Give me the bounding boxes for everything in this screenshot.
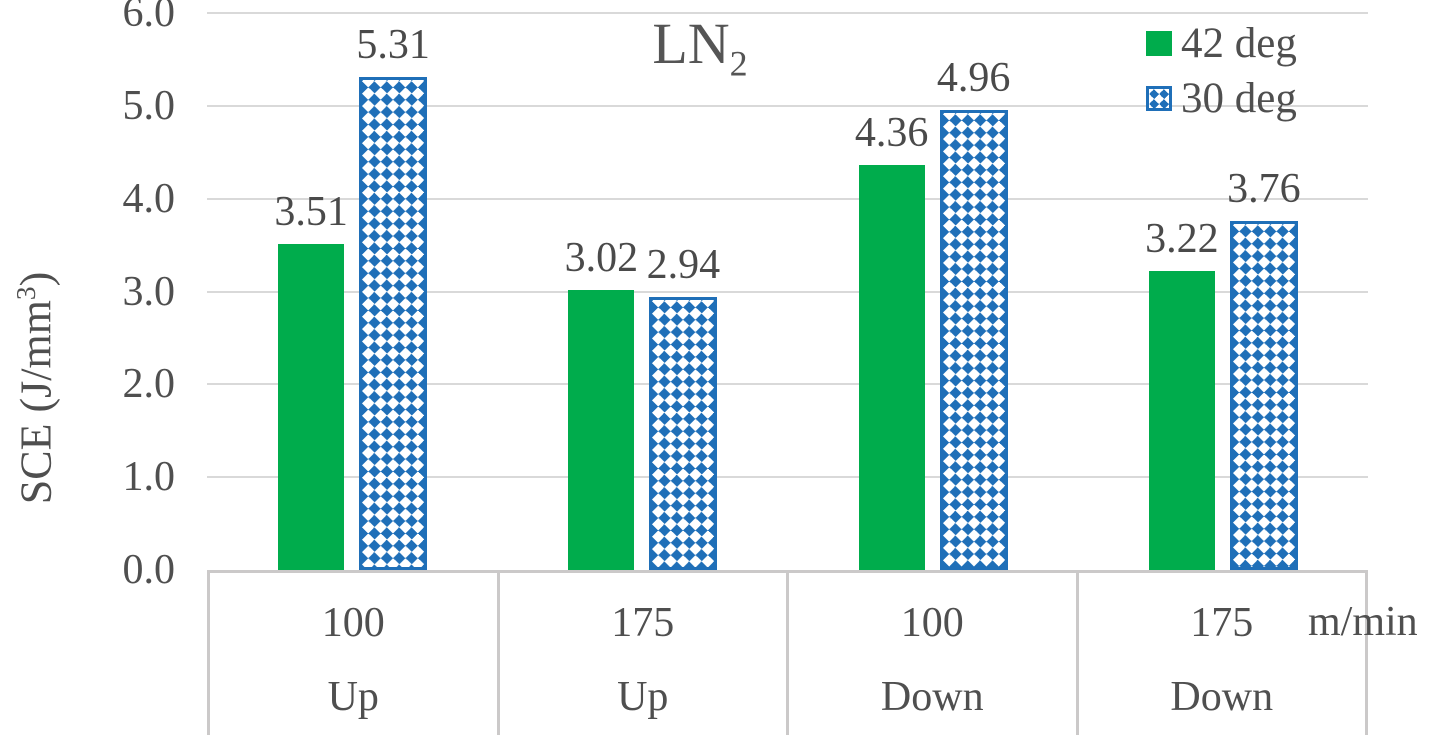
y-tick-label-6.0: 6.0 (122, 0, 176, 36)
legend-swatch-30deg-icon (1146, 86, 1172, 111)
category-axis: 100 Up 175 Up 100 Down 175 Down (207, 570, 1368, 735)
value-label-30deg-group4: 3.76 (1227, 165, 1301, 212)
value-label-30deg-group2: 2.94 (646, 242, 721, 289)
category-direction-label: Up (327, 674, 379, 720)
bar-30deg-group1 (359, 77, 428, 570)
legend-label-42deg: 42 deg (1181, 20, 1297, 67)
gridline-6.0 (207, 12, 1368, 14)
value-label-42deg-group2: 3.02 (564, 234, 639, 281)
bar-42deg-group2 (568, 289, 635, 570)
category-speed-label: 175 (611, 600, 675, 646)
bar-42deg-group3 (858, 165, 925, 570)
category-direction-label: Down (880, 674, 984, 720)
y-tick-label-2.0: 2.0 (122, 361, 176, 408)
legend-label-30deg: 30 deg (1181, 75, 1297, 122)
category-group-1: 100 Up (210, 573, 500, 735)
gridline-5.0 (207, 104, 1368, 107)
bar-42deg-group1 (278, 244, 345, 570)
category-speed-label: 175 (1190, 600, 1254, 646)
y-tick-label-4.0: 4.0 (122, 175, 176, 222)
y-tick-label-3.0: 3.0 (122, 268, 176, 315)
category-group-3: 100 Down (789, 573, 1079, 735)
category-direction-label: Down (1170, 674, 1274, 720)
chart-title-text: LN (652, 11, 730, 76)
y-tick-label-1.0: 1.0 (122, 454, 176, 501)
value-label-42deg-group4: 3.22 (1145, 216, 1219, 263)
chart-title: LN2 (550, 11, 850, 82)
legend: 42 deg 30 deg (1146, 16, 1297, 126)
bar-30deg-group4 (1229, 220, 1298, 570)
gridline-4.0 (207, 197, 1368, 200)
category-group-4: 175 Down (1079, 573, 1366, 735)
legend-item-30deg: 30 deg (1146, 71, 1297, 126)
value-label-42deg-group3: 4.36 (854, 110, 929, 157)
bar-30deg-group3 (939, 109, 1008, 570)
value-label-42deg-group1: 3.51 (274, 189, 348, 236)
gridline-3.0 (207, 290, 1368, 293)
gridline-2.0 (207, 383, 1368, 386)
category-direction-label: Up (617, 674, 669, 720)
category-speed-label: 100 (900, 600, 964, 646)
gridline-1.0 (207, 476, 1368, 479)
value-label-30deg-group1: 5.31 (356, 22, 430, 69)
y-tick-label-0.0: 0.0 (122, 547, 176, 593)
category-speed-label: 100 (321, 600, 385, 646)
y-tick-label-5.0: 5.0 (122, 82, 176, 129)
value-label-30deg-group3: 4.96 (936, 54, 1011, 101)
category-group-2: 175 Up (500, 573, 789, 735)
legend-swatch-42deg-icon (1146, 31, 1172, 56)
unit-label: m/min (1308, 599, 1418, 645)
chart-title-subscript: 2 (729, 43, 748, 84)
bar-30deg-group2 (649, 297, 718, 570)
legend-item-42deg: 42 deg (1146, 16, 1297, 71)
bar-42deg-group4 (1148, 271, 1215, 570)
